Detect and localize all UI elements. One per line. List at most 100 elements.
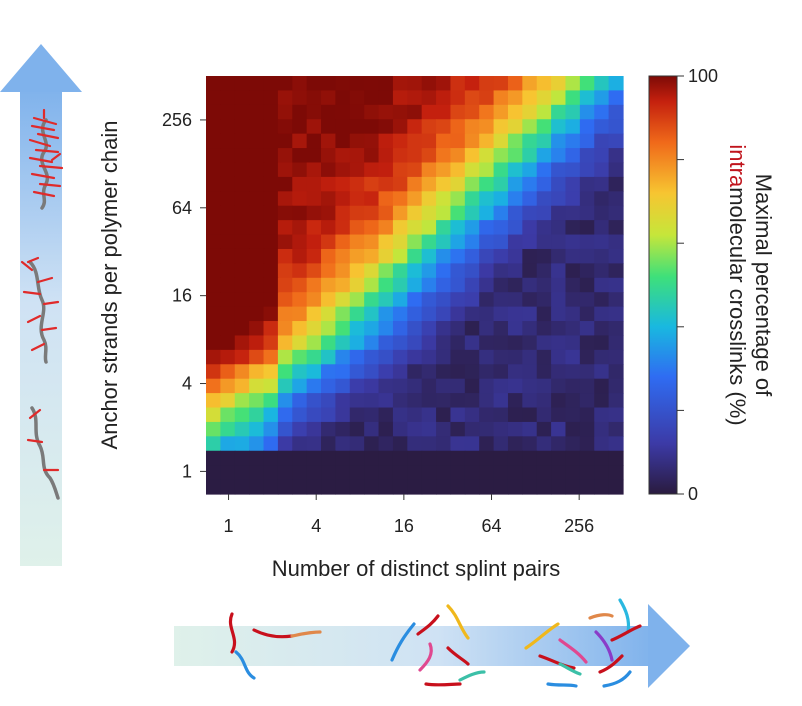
heatmap-cell bbox=[378, 335, 394, 351]
heatmap-cell bbox=[493, 407, 509, 423]
heatmap-cell bbox=[292, 90, 308, 106]
heatmap-cell bbox=[608, 90, 624, 106]
heatmap-cell bbox=[292, 248, 308, 264]
heatmap-cell bbox=[407, 450, 423, 466]
heatmap-cell bbox=[594, 90, 610, 106]
y-tick-label: 256 bbox=[162, 110, 192, 130]
heatmap-cell bbox=[479, 162, 495, 178]
heatmap-cell bbox=[392, 393, 408, 409]
heatmap-cell bbox=[436, 364, 452, 380]
heatmap-cell bbox=[464, 119, 480, 135]
heatmap-cell bbox=[407, 191, 423, 207]
horizontal-arrow-shaft bbox=[174, 626, 654, 666]
heatmap-cell bbox=[263, 234, 279, 250]
heatmap-cell bbox=[450, 378, 466, 394]
heatmap-cell bbox=[436, 306, 452, 322]
heatmap-cell bbox=[436, 191, 452, 207]
heatmap-cell bbox=[407, 162, 423, 178]
heatmap-cell bbox=[306, 220, 322, 236]
heatmap-cell bbox=[551, 104, 567, 120]
heatmap-cell bbox=[464, 104, 480, 120]
heatmap-cell bbox=[536, 436, 552, 452]
heatmap-cell bbox=[378, 76, 394, 92]
colorbar-max-label: 100 bbox=[688, 66, 718, 86]
heatmap-cell bbox=[436, 407, 452, 423]
x-tick-label: 256 bbox=[564, 516, 594, 536]
heatmap-cell bbox=[565, 407, 581, 423]
heatmap-cell bbox=[450, 364, 466, 380]
heatmap-cell bbox=[321, 119, 337, 135]
heatmap-cell bbox=[536, 321, 552, 337]
heatmap-cell bbox=[234, 104, 250, 120]
heatmap-cell bbox=[220, 76, 236, 92]
heatmap-cell bbox=[507, 205, 523, 221]
heatmap-cell bbox=[522, 133, 538, 149]
heatmap-cell bbox=[234, 76, 250, 92]
heatmap-cell bbox=[263, 479, 279, 495]
heatmap-cell bbox=[507, 191, 523, 207]
heatmap-cell bbox=[335, 465, 351, 481]
heatmap-cell bbox=[421, 191, 437, 207]
heatmap-cell bbox=[249, 148, 265, 164]
heatmap-cell bbox=[234, 479, 250, 495]
heatmap-cell bbox=[306, 479, 322, 495]
heatmap-cell bbox=[608, 479, 624, 495]
heatmap-cell bbox=[551, 436, 567, 452]
heatmap-cell bbox=[220, 263, 236, 279]
heatmap-cell bbox=[321, 133, 337, 149]
heatmap-cell bbox=[608, 306, 624, 322]
heatmap-cell bbox=[349, 277, 365, 293]
heatmap-cell bbox=[407, 104, 423, 120]
heatmap-cell bbox=[421, 364, 437, 380]
heatmap-cell bbox=[594, 321, 610, 337]
heatmap-cell bbox=[306, 162, 322, 178]
heatmap-cell bbox=[551, 263, 567, 279]
heatmap-cell bbox=[392, 162, 408, 178]
heatmap-cell bbox=[450, 263, 466, 279]
heatmap-cell bbox=[507, 306, 523, 322]
heatmap-cell bbox=[450, 205, 466, 221]
heatmap-cell bbox=[522, 450, 538, 466]
heatmap-cell bbox=[392, 421, 408, 437]
x-axis-ticks: 1 4 16 64 256 bbox=[224, 494, 594, 536]
heatmap-cell bbox=[378, 393, 394, 409]
heatmap-cell bbox=[565, 335, 581, 351]
heatmap-cell bbox=[407, 349, 423, 365]
heatmap-cell bbox=[407, 263, 423, 279]
heatmap-cell bbox=[349, 133, 365, 149]
heatmap-cell bbox=[464, 162, 480, 178]
heatmap-cell bbox=[551, 321, 567, 337]
heatmap-cell bbox=[234, 292, 250, 308]
heatmap-cell bbox=[608, 104, 624, 120]
heatmap-cell bbox=[551, 234, 567, 250]
heatmap-cell bbox=[263, 436, 279, 452]
heatmap-cell bbox=[522, 349, 538, 365]
heatmap-cell bbox=[608, 234, 624, 250]
heatmap-cell bbox=[249, 277, 265, 293]
heatmap-cell bbox=[464, 191, 480, 207]
heatmap-cell bbox=[263, 349, 279, 365]
heatmap-cell bbox=[220, 335, 236, 351]
heatmap-cell bbox=[392, 378, 408, 394]
heatmap-cell bbox=[522, 148, 538, 164]
heatmap-cell bbox=[493, 349, 509, 365]
heatmap-cell bbox=[421, 378, 437, 394]
heatmap-cell bbox=[608, 364, 624, 380]
heatmap-cell bbox=[321, 162, 337, 178]
heatmap-cell bbox=[507, 421, 523, 437]
heatmap-cell bbox=[551, 248, 567, 264]
heatmap-cell bbox=[536, 421, 552, 437]
heatmap-cell bbox=[479, 378, 495, 394]
heatmap-cell bbox=[306, 234, 322, 250]
heatmap-cell bbox=[277, 364, 293, 380]
heatmap-cell bbox=[277, 176, 293, 192]
heatmap-cell bbox=[206, 364, 221, 380]
heatmap-cell bbox=[277, 479, 293, 495]
heatmap-cell bbox=[364, 479, 380, 495]
heatmap-cell bbox=[436, 205, 452, 221]
heatmap-cell bbox=[565, 220, 581, 236]
heatmap-cell bbox=[206, 220, 221, 236]
heatmap-cell bbox=[551, 393, 567, 409]
heatmap-cell bbox=[436, 119, 452, 135]
heatmap-cell bbox=[378, 133, 394, 149]
